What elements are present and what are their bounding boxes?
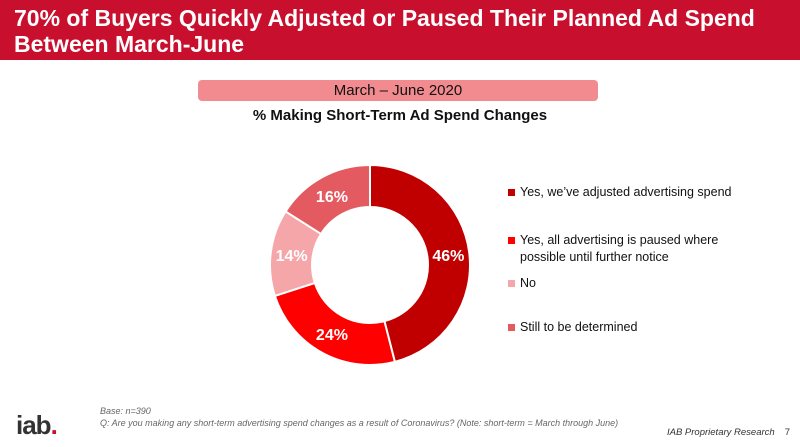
legend-label: Yes, we’ve adjusted advertising spend [520, 185, 732, 199]
page-number: 7 [784, 427, 790, 438]
legend-swatch [508, 237, 515, 244]
slide-title: 70% of Buyers Quickly Adjusted or Paused… [14, 5, 755, 57]
donut-slice-4 [284, 163, 371, 236]
title-bar: 70% of Buyers Quickly Adjusted or Paused… [0, 0, 800, 60]
question-note: Q: Are you making any short-term adverti… [100, 418, 619, 428]
donut-data-label-2: 24% [316, 327, 348, 344]
legend-swatch [508, 324, 515, 331]
donut-data-label-1: 46% [432, 248, 464, 265]
legend-label: No [520, 276, 536, 290]
footnote: Base: n=390 Q: Are you making any short-… [100, 405, 700, 429]
footer-source: IAB Proprietary Research 7 [650, 427, 790, 438]
logo-dot: . [50, 410, 58, 440]
logo-text: iab [16, 410, 52, 440]
period-label: March – June 2020 [198, 80, 598, 101]
iab-logo: iab. [16, 410, 58, 441]
donut-slice-2 [273, 281, 397, 366]
legend-label: Still to be determined [520, 320, 638, 334]
donut-slice-1 [369, 163, 471, 364]
chart-title: % Making Short-Term Ad Spend Changes [252, 107, 548, 124]
source-label: IAB Proprietary Research [666, 427, 775, 438]
donut-data-label-3: 14% [276, 248, 308, 265]
legend-label: Yes, all advertising is paused where pos… [520, 233, 719, 264]
legend-swatch [508, 280, 515, 287]
legend-swatch [508, 189, 515, 196]
base-note: Base: n=390 [100, 406, 151, 416]
donut-data-label-4: 16% [316, 189, 348, 206]
